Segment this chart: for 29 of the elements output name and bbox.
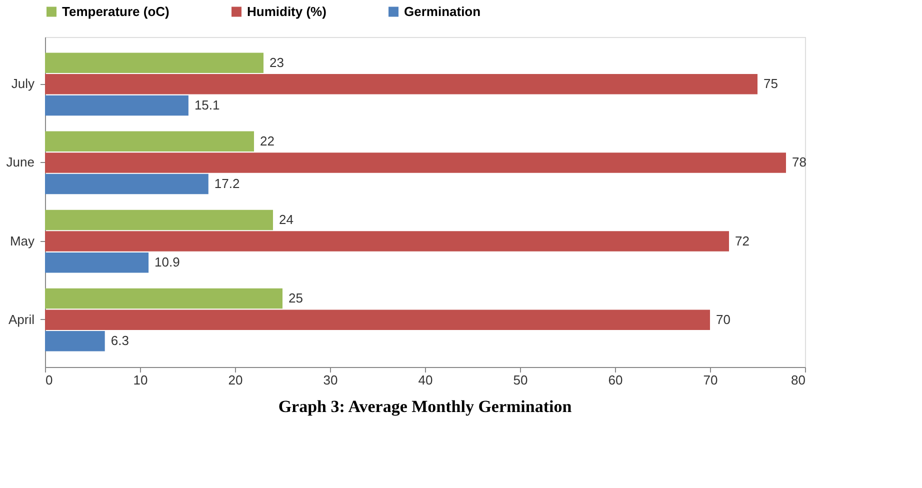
- x-tick-label: 10: [133, 372, 148, 388]
- data-label: 17.2: [214, 176, 240, 192]
- x-tick-label: 80: [791, 372, 806, 388]
- data-label: 72: [735, 233, 750, 248]
- x-tick-label: 50: [513, 372, 528, 388]
- data-label: 22: [260, 133, 274, 148]
- y-tick-label: May: [10, 233, 35, 248]
- y-tick-label: June: [6, 154, 34, 170]
- x-tick-label: 60: [608, 372, 623, 388]
- data-label: 23: [270, 54, 284, 70]
- x-tick-label: 70: [703, 372, 718, 388]
- legend-label: Humidity (%): [247, 4, 326, 19]
- y-tick-label: July: [11, 76, 35, 92]
- x-tick-label: 0: [46, 372, 53, 388]
- y-tick-label: April: [8, 312, 35, 327]
- legend-label: Germination: [404, 4, 481, 19]
- data-label: 10.9: [154, 254, 180, 270]
- legend-label: Temperature (oC): [62, 4, 170, 19]
- data-label: 6.3: [110, 333, 129, 348]
- data-label: 25: [288, 290, 303, 306]
- x-tick-label: 40: [418, 372, 433, 388]
- data-label: 75: [764, 76, 778, 92]
- data-label: 78: [792, 154, 806, 170]
- data-label: 70: [716, 312, 730, 327]
- x-tick-label: 30: [323, 372, 338, 388]
- data-label: 24: [279, 212, 294, 227]
- text: Graph 3: Average Monthly Germination: [278, 397, 572, 416]
- data-label: 15.1: [194, 97, 220, 112]
- x-tick-label: 20: [228, 372, 243, 388]
